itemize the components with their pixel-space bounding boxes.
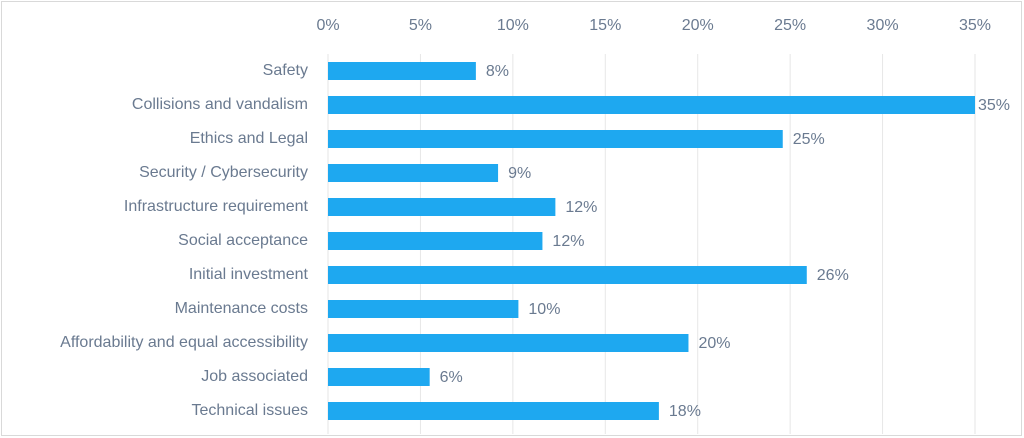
x-tick-label: 0% <box>316 17 339 34</box>
x-tick-label: 15% <box>589 17 621 34</box>
bar <box>328 402 659 420</box>
bar <box>328 334 689 352</box>
y-tick-label: Security / Cybersecurity <box>139 164 308 181</box>
y-tick-label: Ethics and Legal <box>190 130 308 147</box>
data-label: 20% <box>698 335 730 352</box>
y-tick-label: Job associated <box>201 368 308 385</box>
x-tick-label: 30% <box>867 17 899 34</box>
bar <box>328 232 543 250</box>
y-tick-label: Affordability and equal accessibility <box>60 334 308 351</box>
data-label: 18% <box>669 403 701 420</box>
bar <box>328 164 499 182</box>
data-label: 6% <box>440 369 463 386</box>
bar <box>328 266 807 284</box>
bar <box>328 198 556 216</box>
x-tick-label: 5% <box>409 17 432 34</box>
y-tick-label: Maintenance costs <box>175 300 308 317</box>
y-tick-label: Collisions and vandalism <box>132 96 308 113</box>
data-label: 8% <box>486 63 509 80</box>
x-tick-label: 20% <box>682 17 714 34</box>
data-label: 26% <box>817 267 849 284</box>
data-label: 12% <box>552 233 584 250</box>
bar <box>328 300 519 318</box>
x-tick-label: 35% <box>959 17 991 34</box>
x-tick-label: 10% <box>497 17 529 34</box>
data-label: 12% <box>565 199 597 216</box>
bar <box>328 368 430 386</box>
y-tick-label: Technical issues <box>192 402 309 419</box>
bar <box>328 96 975 114</box>
data-label: 10% <box>528 301 560 318</box>
bar <box>328 130 783 148</box>
y-tick-label: Infrastructure requirement <box>124 198 309 215</box>
data-label: 25% <box>793 131 825 148</box>
y-tick-label: Safety <box>263 62 308 79</box>
x-tick-label: 25% <box>774 17 806 34</box>
y-tick-label: Initial investment <box>189 266 309 283</box>
bar <box>328 62 476 80</box>
y-tick-label: Social acceptance <box>178 232 308 249</box>
data-label: 9% <box>508 165 531 182</box>
data-label: 35% <box>978 97 1010 114</box>
